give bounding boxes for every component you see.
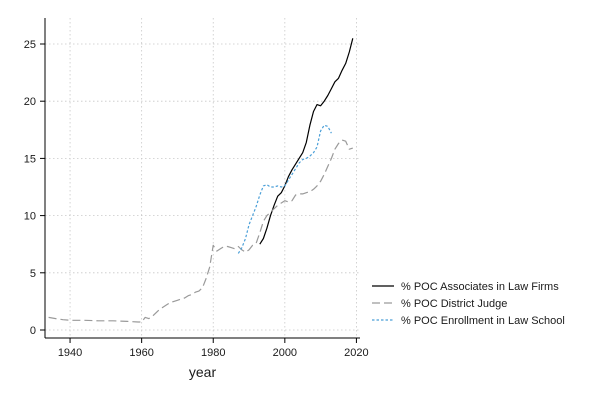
y-tick-label: 10 bbox=[24, 211, 36, 223]
grid bbox=[45, 18, 360, 338]
x-tick-label: 1980 bbox=[201, 347, 225, 359]
axes bbox=[44, 18, 360, 339]
series-line-3 bbox=[237, 124, 332, 254]
y-tick-label: 20 bbox=[24, 96, 36, 108]
legend-label-2: % POC District Judge bbox=[401, 298, 507, 310]
series-line-1 bbox=[259, 38, 354, 245]
y-tick-label: 5 bbox=[30, 268, 36, 280]
legend: % POC Associates in Law Firms % POC Distr… bbox=[372, 281, 565, 327]
legend-label-3: % POC Enrollment in Law School bbox=[401, 315, 565, 327]
series-lines bbox=[48, 38, 354, 323]
tick-marks: 0 5 10 15 20 25 1940 1960 1980 2000 2020 bbox=[24, 39, 369, 359]
x-tick-label: 2020 bbox=[344, 347, 368, 359]
x-tick-label: 2000 bbox=[273, 347, 297, 359]
x-tick-label: 1960 bbox=[129, 347, 153, 359]
y-tick-label: 25 bbox=[24, 39, 36, 51]
x-tick-label: 1940 bbox=[58, 347, 82, 359]
legend-label-1: % POC Associates in Law Firms bbox=[401, 281, 559, 293]
y-tick-label: 15 bbox=[24, 153, 36, 165]
x-axis-label: year bbox=[189, 364, 217, 380]
series-line-2 bbox=[48, 139, 353, 323]
y-tick-label: 0 bbox=[30, 325, 36, 337]
